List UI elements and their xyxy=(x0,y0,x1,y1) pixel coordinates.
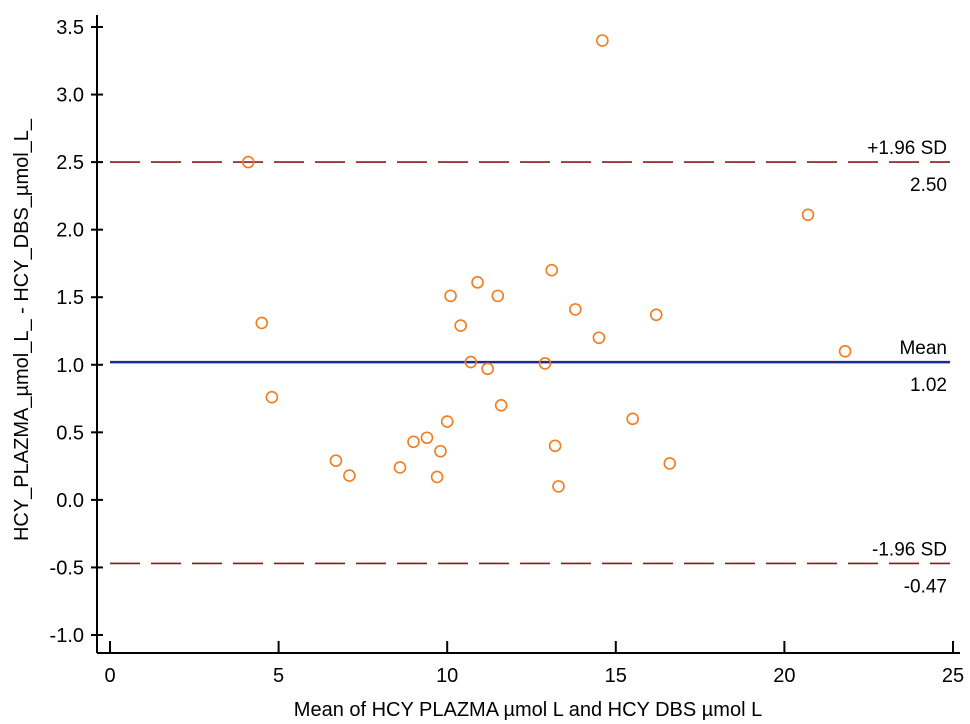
data-point xyxy=(420,431,434,445)
reference-line-name: -1.96 SD xyxy=(872,539,947,560)
x-ticks: 0 5 10 15 20 25 xyxy=(104,641,964,687)
data-point xyxy=(265,390,279,404)
data-point xyxy=(430,470,444,484)
data-point xyxy=(649,308,663,322)
data-point xyxy=(393,461,407,474)
reference-line-value: 1.02 xyxy=(910,375,947,396)
data-point xyxy=(454,319,467,332)
y-axis-title: HCY_PLAZMA_µmol_L_ - HCY_DBS_µmol_L_ xyxy=(11,118,33,541)
data-point xyxy=(440,415,454,428)
data-point xyxy=(343,469,356,482)
x-tick-label: 20 xyxy=(773,665,795,687)
data-point xyxy=(255,316,269,330)
reference-line-value: 2.50 xyxy=(910,175,947,196)
x-tick-label: 15 xyxy=(605,665,627,687)
data-point xyxy=(471,276,484,289)
y-tick-label: -0.5 xyxy=(50,557,84,579)
data-point xyxy=(569,303,582,316)
data-point xyxy=(626,412,639,426)
data-point xyxy=(464,355,478,369)
data-point xyxy=(481,362,494,376)
reference-line-name: +1.96 SD xyxy=(867,138,947,159)
x-tick-label: 10 xyxy=(436,665,458,687)
y-tick-label: 0.5 xyxy=(56,422,84,444)
data-point xyxy=(838,344,852,358)
reference-line-labels: +1.96 SD 2.50 Mean 1.02 -1.96 SD -0.47 xyxy=(867,138,947,597)
y-tick-label: 2.0 xyxy=(56,220,84,242)
x-axis-title: Mean of HCY PLAZMA µmol L and HCY DBS µm… xyxy=(294,699,762,721)
data-point xyxy=(407,435,420,449)
data-point xyxy=(596,34,609,47)
x-tick-label: 5 xyxy=(273,665,284,687)
y-tick-label: -1.0 xyxy=(50,625,84,647)
axes xyxy=(96,15,960,654)
data-point xyxy=(548,439,562,453)
reference-lines xyxy=(110,161,950,565)
data-point xyxy=(552,480,565,493)
data-point xyxy=(329,454,343,468)
y-tick-label: 3.0 xyxy=(56,85,84,107)
x-tick-label: 0 xyxy=(104,665,115,687)
data-point xyxy=(444,289,457,303)
data-point xyxy=(494,399,508,412)
reference-line-value: -0.47 xyxy=(904,576,947,597)
reference-line-name: Mean xyxy=(899,338,947,359)
x-tick-label: 25 xyxy=(942,665,964,687)
data-point xyxy=(491,289,505,303)
data-point xyxy=(241,155,255,169)
y-tick-label: 0.0 xyxy=(56,490,84,512)
y-ticks: -1.0 -0.5 0.0 0.5 1.0 1.5 2.0 2.5 3.0 3.5 xyxy=(50,17,103,647)
data-point xyxy=(801,208,815,222)
data-points xyxy=(241,34,852,493)
data-point xyxy=(538,357,552,370)
data-point xyxy=(663,457,677,470)
data-point xyxy=(545,263,559,277)
data-point xyxy=(434,444,447,458)
y-tick-label: 1.5 xyxy=(56,287,84,309)
y-tick-label: 1.0 xyxy=(56,355,84,377)
y-tick-label: 2.5 xyxy=(56,152,84,174)
data-point xyxy=(592,331,606,345)
y-tick-label: 3.5 xyxy=(56,17,84,39)
